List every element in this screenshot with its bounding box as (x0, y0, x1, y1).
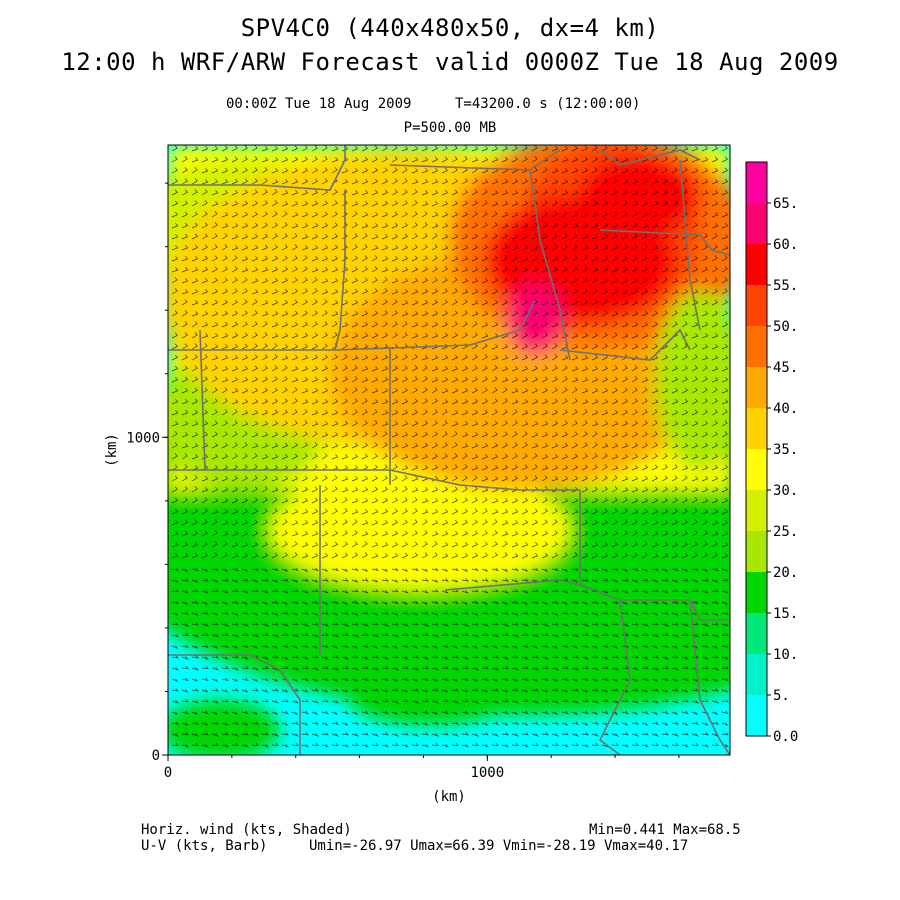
state-boundary-line (334, 190, 346, 351)
colorbar-segment (746, 408, 767, 449)
colorbar-level-label: 10. (773, 647, 798, 663)
forecast-seconds-label: T=43200.0 s (12:00:00) (455, 96, 641, 112)
wind-speed-region (168, 700, 280, 755)
uv-stats-label: Umin=-26.97 Umax=66.39 Vmin=-28.19 Vmax=… (309, 838, 689, 854)
colorbar-segment (746, 326, 767, 367)
barb-glyphs (171, 145, 729, 748)
valid-time-label: 00:00Z Tue 18 Aug 2009 (226, 96, 412, 112)
colorbar-level-label: 30. (773, 483, 798, 499)
colorbar-level-label: 0.0 (773, 729, 798, 745)
plot-frame (167, 144, 731, 756)
y-tick-label: 1000 (126, 430, 160, 446)
colorbar: 0.0 5. 10. 15. 20. 25. 30. 35. 40. 45. 50. 55. 60. 65… (745, 161, 798, 745)
colorbar-segment (746, 572, 767, 613)
y-tick-label: 0 (152, 748, 160, 764)
chart-title-line2: 12:00 h WRF/ARW Forecast valid 0000Z Tue… (61, 48, 839, 76)
min-max-label: Min=0.441 Max=68.5 (589, 822, 741, 838)
colorbar-level-label: 45. (773, 360, 798, 376)
state-boundary-line (469, 299, 536, 346)
colorbar-level-label: 65. (773, 196, 798, 212)
colorbar-level-label: 25. (773, 524, 798, 540)
state-boundary-line (579, 490, 631, 755)
colorbar-segment (746, 654, 767, 695)
wind-barbs (171, 145, 729, 748)
shaded-field-label: Horiz. wind (kts, Shaded) (141, 822, 352, 838)
state-boundary-line (168, 654, 301, 755)
wind-speed-field (168, 145, 730, 755)
colorbar-segment (746, 203, 767, 244)
state-boundary-line (559, 328, 691, 361)
colorbar-segment (746, 285, 767, 326)
state-boundary-line (679, 159, 701, 331)
state-boundary-line (620, 599, 730, 621)
colorbar-level-label: 50. (773, 319, 798, 335)
x-tick-label: 0 (164, 765, 172, 781)
colorbar-segment (746, 162, 767, 203)
colorbar-level-label: 15. (773, 606, 798, 622)
colorbar-segment (746, 449, 767, 490)
chart-title-line1: SPV4C0 (440x480x50, dx=4 km) (240, 14, 660, 42)
state-boundary-line (168, 344, 471, 351)
colorbar-segment (746, 613, 767, 654)
barb-field-label: U-V (kts, Barb) (141, 838, 268, 854)
colorbar-segment (746, 531, 767, 572)
colorbar-level-label: 60. (773, 237, 798, 253)
colorbar-level-label: 5. (773, 688, 790, 704)
pressure-level-label: P=500.00 MB (403, 120, 497, 136)
state-boundary-line (689, 599, 730, 755)
state-boundary-line (599, 229, 730, 256)
wind-speed-region (580, 155, 700, 235)
state-boundary-line (599, 149, 701, 166)
state-boundaries (168, 145, 730, 755)
state-boundary-line (444, 579, 581, 591)
wind-speed-region (655, 290, 730, 470)
colorbar-level-label: 35. (773, 442, 798, 458)
colorbar-level-label: 20. (773, 565, 798, 581)
y-axis-label: (km) (104, 433, 120, 467)
state-boundary-line (529, 169, 571, 361)
x-axis-label: (km) (432, 789, 466, 805)
state-boundary-line (168, 469, 580, 491)
wind-speed-region (270, 470, 570, 590)
x-tick-label: 1000 (470, 765, 504, 781)
wind-speed-region (507, 285, 563, 355)
colorbar-segment (746, 695, 767, 736)
wind-speed-region (350, 675, 510, 725)
colorbar-segment (746, 490, 767, 531)
colorbar-level-label: 40. (773, 401, 798, 417)
colorbar-segment (746, 367, 767, 408)
state-boundary-line (199, 329, 206, 471)
colorbar-level-label: 55. (773, 278, 798, 294)
state-boundary-line (168, 145, 346, 191)
colorbar-segment (746, 244, 767, 285)
